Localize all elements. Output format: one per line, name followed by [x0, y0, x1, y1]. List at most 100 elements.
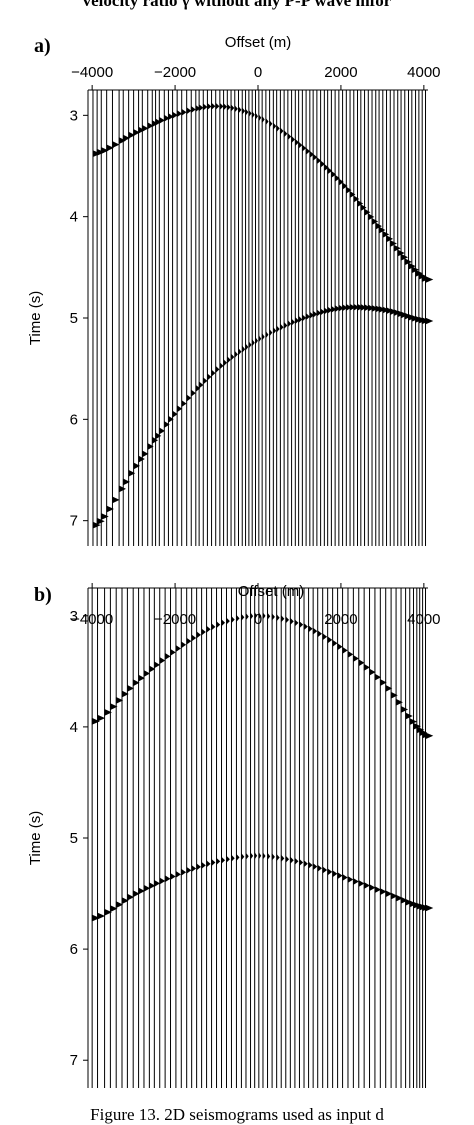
event-wiggle: [342, 304, 348, 312]
event-wiggle: [327, 167, 333, 175]
event-wiggle: [207, 102, 212, 111]
event-wiggle: [386, 307, 394, 315]
event-wiggle: [196, 631, 201, 639]
x-tick-label: 4000: [407, 611, 440, 628]
panel-a: a) Offset (m) Time (s) −4000 −2000 0 2000 4000 3…: [27, 34, 441, 546]
event-wiggle: [409, 900, 418, 908]
event-wiggle: [265, 330, 269, 339]
event-wiggle: [364, 208, 371, 216]
event-wiggle: [251, 338, 255, 347]
event-wiggle: [295, 316, 299, 325]
event-wiggle: [226, 617, 230, 625]
event-wiggle: [271, 852, 275, 861]
event-wiggle: [110, 905, 118, 913]
event-wiggle: [332, 639, 338, 647]
event-wiggle: [91, 914, 100, 922]
x-tick-label: −2000: [154, 611, 196, 628]
event-wiggle: [168, 113, 174, 121]
event-wiggle: [367, 304, 375, 312]
event-wiggle: [309, 311, 314, 319]
event-wiggle: [159, 877, 166, 885]
event-wiggle: [360, 303, 367, 311]
event-wiggle: [404, 258, 412, 266]
event-wiggle: [254, 611, 258, 620]
event-wiggle: [92, 150, 101, 158]
event-wiggle: [191, 864, 197, 873]
event-wiggle: [149, 882, 156, 890]
event-wiggle: [374, 673, 382, 681]
event-wiggle: [127, 893, 134, 901]
event-wiggle: [211, 369, 216, 377]
event-wiggle: [308, 625, 313, 633]
event-wiggle: [202, 377, 208, 385]
event-wiggle: [164, 652, 171, 660]
event-wiggle: [97, 714, 106, 722]
x-tick-label: 0: [254, 64, 262, 81]
event-wiggle: [211, 102, 216, 110]
event-wiggle: [236, 853, 240, 862]
event-wiggle: [151, 120, 159, 128]
event-wiggle: [258, 334, 262, 343]
event-wiggle: [287, 132, 292, 141]
event-wiggle: [258, 113, 262, 122]
event-wiggle: [390, 892, 398, 900]
event-wiggle: [170, 648, 176, 656]
event-wiggle: [425, 732, 434, 740]
event-wiggle: [353, 195, 360, 203]
event-wiggle: [285, 616, 290, 624]
event-wiggle: [223, 359, 228, 367]
event-wiggle: [280, 127, 284, 135]
event-wiggle: [324, 163, 329, 172]
event-wiggle: [176, 110, 183, 118]
event-wiggle: [181, 108, 187, 116]
y-tick-label: 7: [70, 1052, 78, 1069]
event-wiggle: [133, 462, 141, 470]
event-wiggle: [389, 308, 397, 316]
event-wiggle: [327, 868, 333, 876]
event-wiggle: [425, 317, 434, 325]
event-wiggle: [221, 619, 226, 627]
event-wiggle: [276, 124, 280, 133]
event-wiggle: [180, 868, 187, 876]
event-wiggle: [159, 427, 165, 435]
event-wiggle: [191, 634, 197, 642]
event-wiggle: [287, 320, 292, 328]
event-wiggle: [262, 852, 266, 860]
event-wiggle: [358, 879, 365, 888]
event-wiggle: [299, 620, 304, 629]
event-wiggle: [106, 505, 114, 513]
event-wiggle: [138, 674, 145, 682]
event-wiggle: [231, 615, 235, 624]
event-wiggle: [227, 103, 231, 112]
event-wiggle: [393, 309, 401, 317]
event-wiggle: [201, 628, 206, 636]
event-wiggle: [106, 144, 114, 152]
event-wiggle: [305, 312, 311, 321]
event-wiggle: [338, 178, 344, 186]
event-wiggle: [334, 174, 340, 182]
event-wiggle: [308, 861, 313, 869]
event-wiggle: [382, 306, 390, 314]
event-wiggle: [138, 887, 145, 895]
event-wiggle: [234, 350, 238, 359]
event-wiggle: [317, 864, 322, 872]
event-wiggle: [380, 888, 387, 896]
event-wiggle: [283, 321, 288, 330]
event-wiggle: [347, 650, 354, 658]
y-axis-label: Time (s): [27, 811, 44, 865]
event-wiggle: [320, 160, 325, 168]
event-wiggle: [195, 104, 201, 113]
x-tick-label: 2000: [324, 611, 357, 628]
event-wiggle: [405, 898, 413, 906]
x-tick-label: 0: [254, 611, 262, 628]
event-wiggle: [230, 353, 235, 361]
event-wiggle: [176, 405, 183, 413]
event-wiggle: [271, 613, 275, 621]
event-wiggle: [100, 513, 109, 520]
event-wiggle: [245, 343, 249, 351]
event-wiggle: [190, 389, 196, 397]
event-wiggle: [322, 866, 328, 874]
event-wiggle: [382, 230, 390, 238]
event-wiggle: [100, 147, 109, 154]
event-wiggle: [367, 213, 375, 221]
